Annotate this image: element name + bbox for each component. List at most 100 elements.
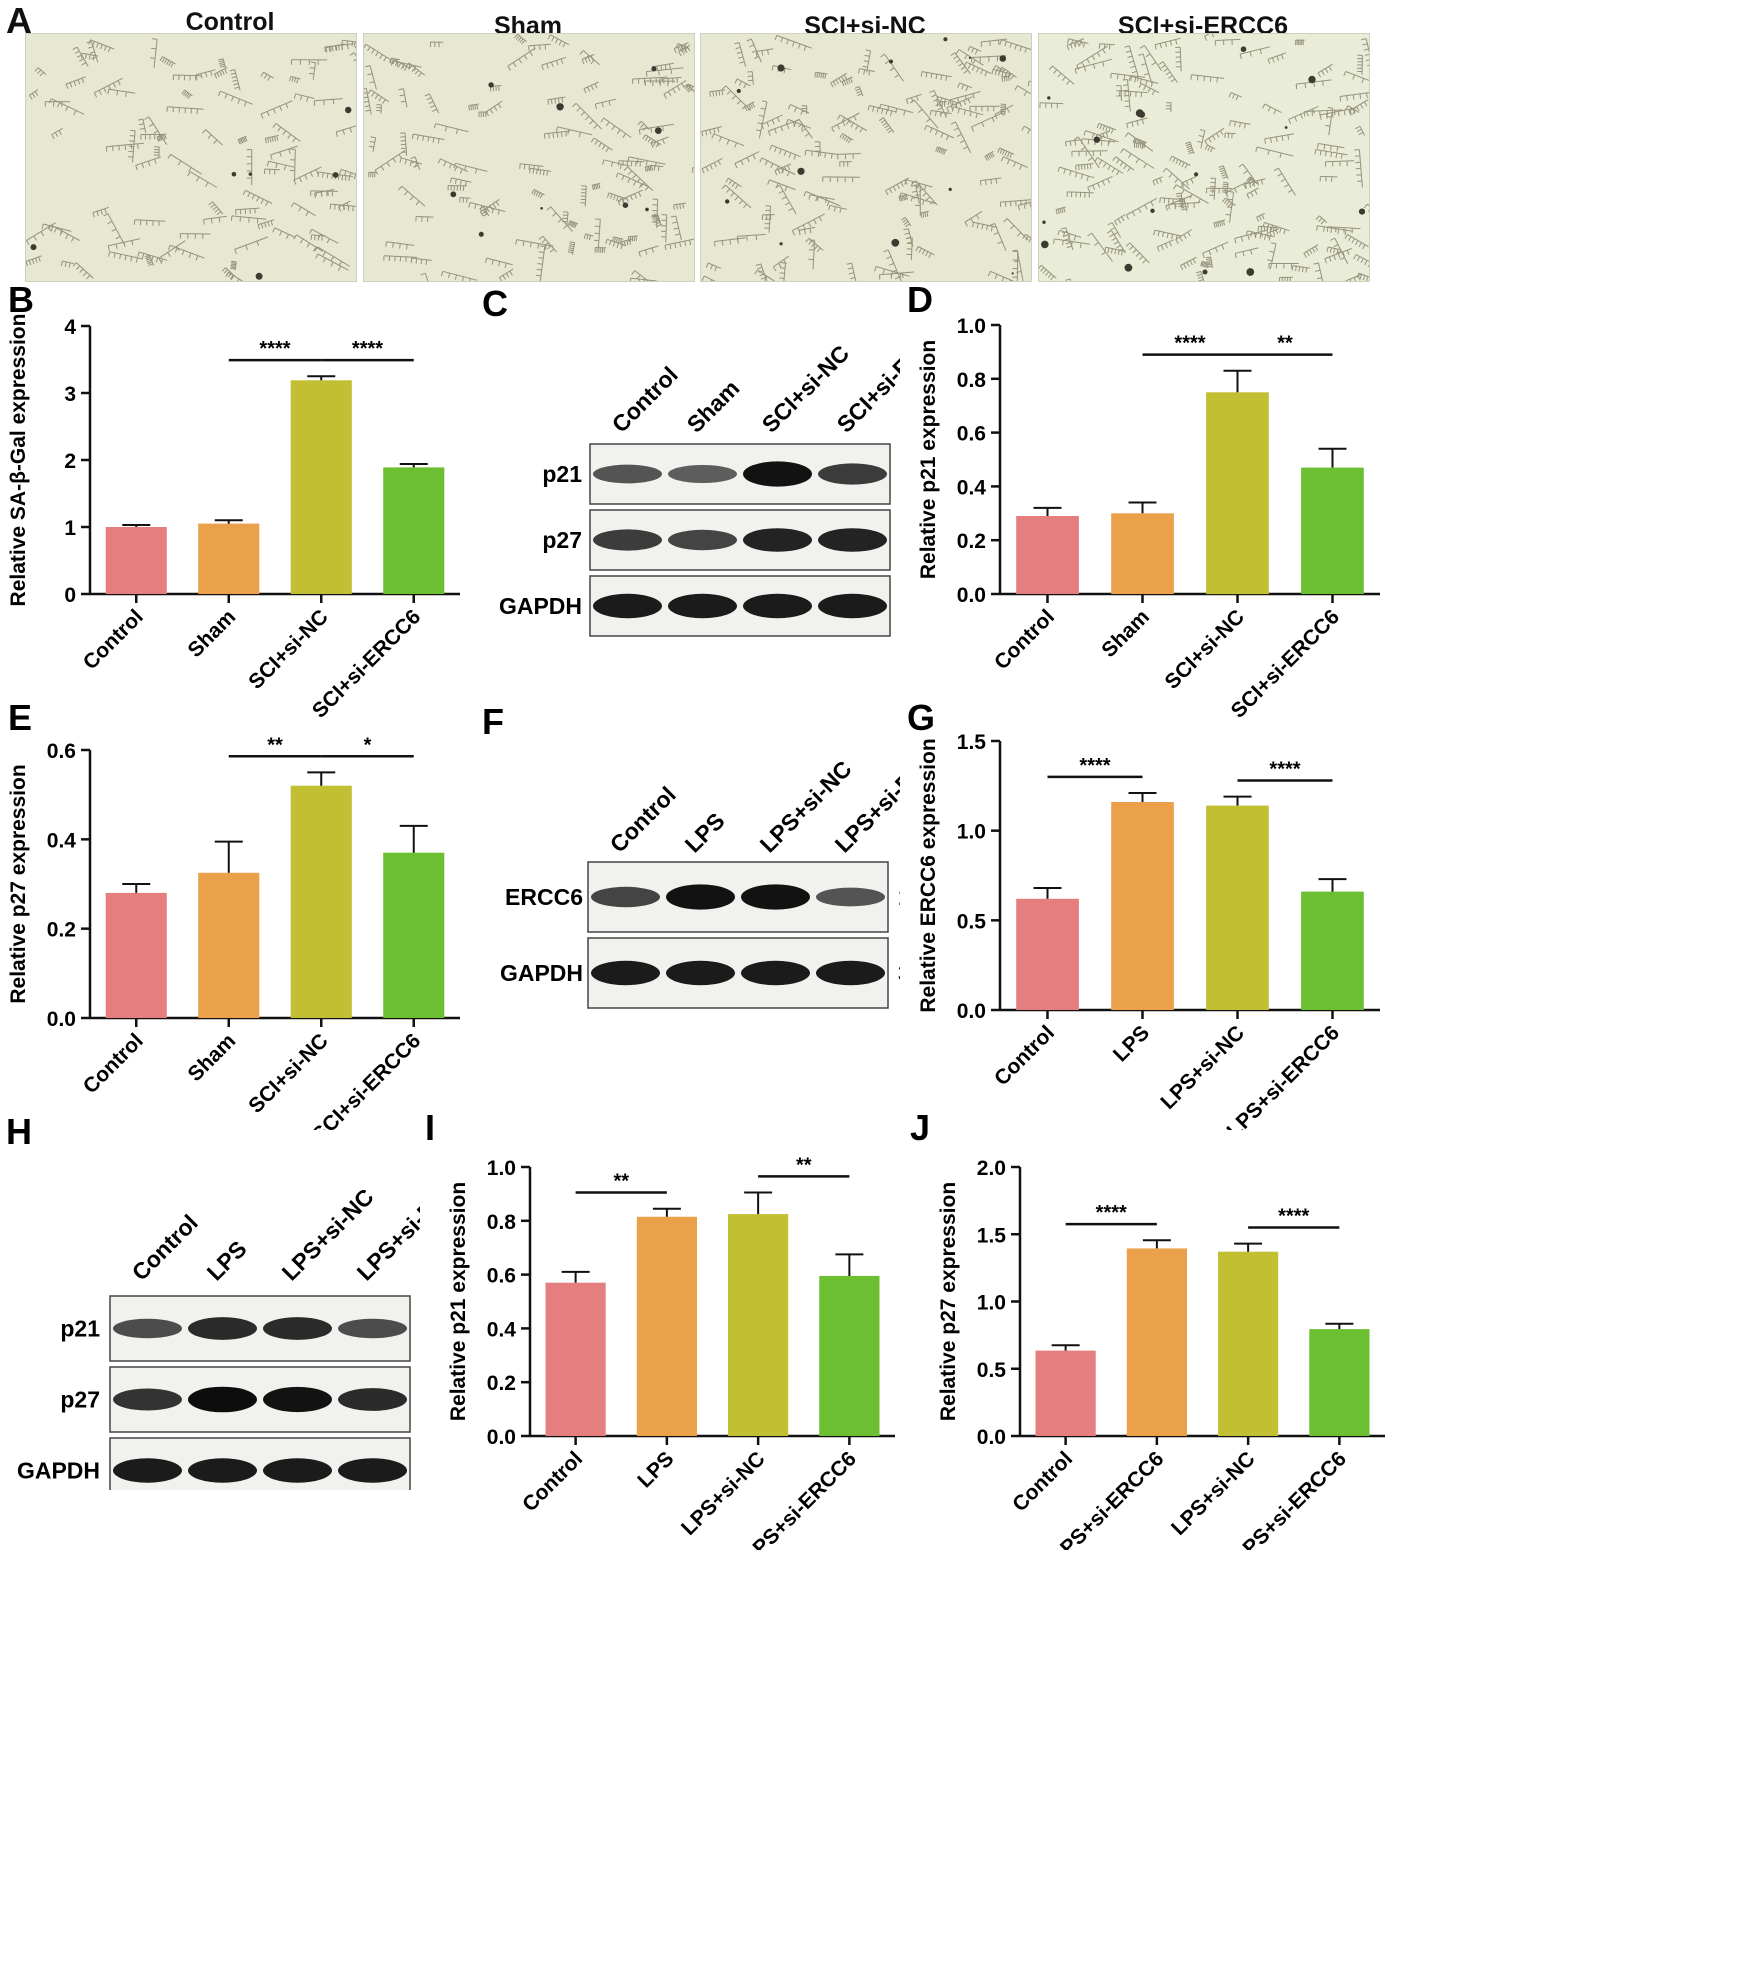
cell-spike (734, 42, 740, 45)
cell-spike (1079, 41, 1082, 47)
cell-spike (369, 141, 375, 143)
cell-spike (107, 245, 110, 251)
y-tick-label: 0.0 (487, 1426, 516, 1449)
cell-spike (1159, 177, 1162, 183)
cell-spike (841, 117, 846, 123)
cell-spike (758, 114, 764, 117)
cell-spike (267, 221, 270, 227)
cell-spike (846, 119, 850, 125)
cell-spike (935, 111, 937, 117)
cell-spike (1141, 63, 1147, 66)
cell-spike (976, 223, 979, 229)
cell-spike (1187, 231, 1191, 237)
cell-spike (746, 157, 750, 163)
cell-spike (290, 202, 295, 208)
cell-spike (555, 126, 558, 132)
dark-particle (1042, 220, 1046, 224)
cell-spike (809, 228, 812, 234)
cell-spike (1351, 238, 1355, 244)
cell-spike (464, 180, 467, 187)
cell-spike (298, 206, 302, 212)
cell-spike (1062, 230, 1068, 234)
cell-spike (761, 124, 765, 130)
dark-particle (968, 56, 971, 59)
cell-spike (1280, 178, 1286, 183)
cell-spike (1141, 144, 1145, 150)
bar (383, 467, 445, 594)
cell-spike (271, 136, 274, 142)
dark-particle (651, 66, 657, 72)
cell-spike (542, 170, 545, 176)
x-tick-label: Control (518, 1447, 587, 1516)
cell-spike (347, 44, 349, 50)
dark-particle (30, 244, 37, 251)
cell-process (819, 141, 821, 156)
cell-spike (1364, 260, 1368, 266)
cell-spike (930, 73, 933, 79)
cell-spike (1084, 164, 1086, 170)
cell-spike (285, 103, 289, 109)
cell-spike (843, 135, 848, 141)
cell-spike (685, 83, 689, 89)
cell-spike (1053, 69, 1058, 74)
cell-process (1317, 225, 1354, 232)
cell-spike (915, 246, 919, 252)
cell-process (1087, 175, 1113, 188)
dark-particle (891, 238, 900, 247)
bar (290, 380, 352, 594)
cell-spike (538, 257, 544, 259)
cell-spike (651, 165, 653, 171)
cell-process (1348, 99, 1369, 112)
cell-spike (945, 75, 948, 81)
cell-spike (1256, 180, 1260, 186)
lane-label: LPS (202, 1236, 252, 1286)
cell-spike (196, 176, 200, 182)
cell-spike (547, 99, 550, 105)
cell-spike (615, 172, 619, 178)
cell-spike (946, 107, 950, 113)
micrograph-control (25, 33, 357, 282)
cell-spike (310, 61, 316, 64)
blot-band (741, 960, 810, 986)
cell-process (659, 77, 682, 80)
cell-process (1127, 132, 1154, 152)
significance-label: ** (613, 1171, 629, 1193)
cell-spike (755, 129, 761, 132)
cell-spike (256, 196, 260, 202)
cell-spike (905, 99, 909, 105)
cell-spike (721, 184, 726, 190)
blot-band (593, 529, 662, 551)
y-axis-label: Relative p21 expression (447, 1182, 470, 1421)
cell-spike (113, 252, 116, 258)
cell-process (1204, 127, 1225, 142)
cell-spike (449, 177, 452, 183)
cell-spike (1246, 193, 1250, 199)
cell-spike (331, 46, 334, 52)
cell-process (1017, 85, 1031, 95)
cell-spike (863, 60, 869, 63)
cell-spike (838, 77, 842, 83)
cell-spike (1092, 184, 1096, 190)
cell-spike (705, 130, 708, 136)
cell-spike (1000, 103, 1006, 105)
cell-spike (874, 266, 877, 272)
cell-process (134, 219, 166, 222)
cell-spike (1258, 215, 1262, 221)
cell-spike (89, 51, 95, 54)
cell-process (1288, 105, 1319, 120)
cell-spike (546, 206, 552, 211)
cell-process (1001, 66, 1017, 78)
cell-spike (1336, 146, 1339, 152)
cell-spike (899, 273, 902, 279)
cell-process (646, 67, 684, 73)
cell-spike (1227, 198, 1233, 201)
cell-spike (1269, 250, 1275, 253)
cell-process (809, 194, 835, 200)
cell-spike (515, 239, 518, 245)
cell-spike (244, 136, 248, 142)
cell-spike (774, 128, 777, 134)
cell-spike (1001, 276, 1005, 281)
cell-spike (813, 245, 818, 250)
cell-spike (1125, 214, 1130, 220)
cell-spike (218, 217, 221, 223)
